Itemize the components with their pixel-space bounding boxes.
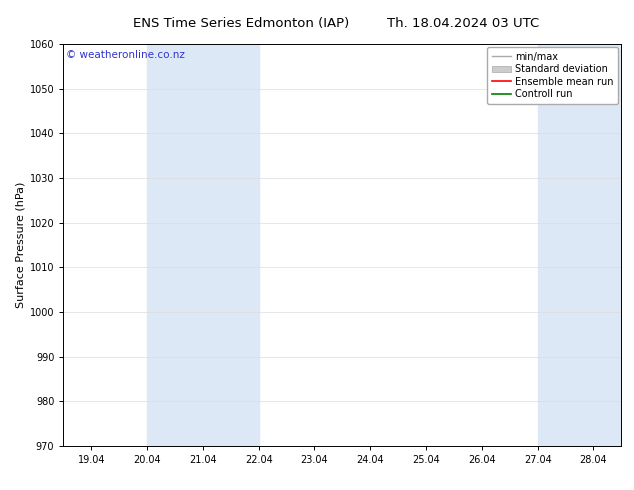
Text: Th. 18.04.2024 03 UTC: Th. 18.04.2024 03 UTC [387,17,539,30]
Legend: min/max, Standard deviation, Ensemble mean run, Controll run: min/max, Standard deviation, Ensemble me… [487,47,618,104]
Y-axis label: Surface Pressure (hPa): Surface Pressure (hPa) [16,182,25,308]
Text: ENS Time Series Edmonton (IAP): ENS Time Series Edmonton (IAP) [133,17,349,30]
Text: © weatheronline.co.nz: © weatheronline.co.nz [66,50,185,60]
Bar [147,44,259,446]
Bar [538,44,621,446]
